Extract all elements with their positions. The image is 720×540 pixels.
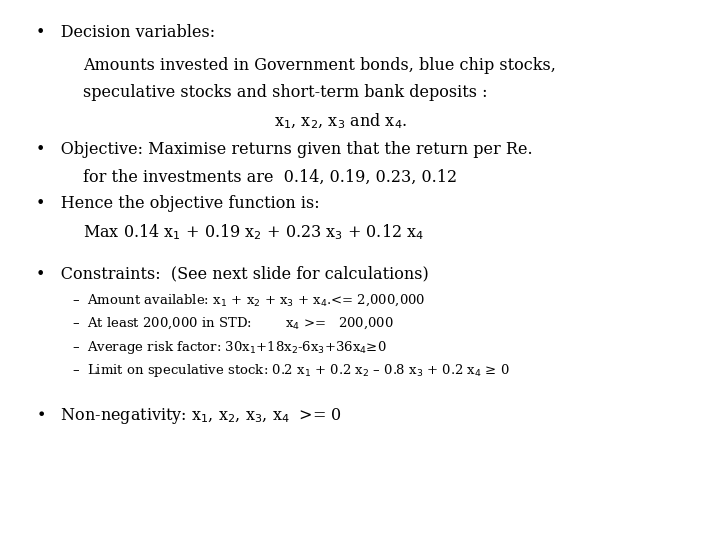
Text: •   Decision variables:: • Decision variables: <box>36 24 215 41</box>
Text: •   Non-negativity: x$_1$, x$_2$, x$_3$, x$_4$  >= 0: • Non-negativity: x$_1$, x$_2$, x$_3$, x… <box>36 406 342 426</box>
Text: Amounts invested in Government bonds, blue chip stocks,: Amounts invested in Government bonds, bl… <box>83 57 556 73</box>
Text: –  Average risk factor: 30x$_1$+18x$_2$-6x$_3$+36x$_4$≥0: – Average risk factor: 30x$_1$+18x$_2$-6… <box>72 339 387 356</box>
Text: x$_1$, x$_2$, x$_3$ and x$_4$.: x$_1$, x$_2$, x$_3$ and x$_4$. <box>274 112 407 131</box>
Text: Max 0.14 x$_1$ + 0.19 x$_2$ + 0.23 x$_3$ + 0.12 x$_4$: Max 0.14 x$_1$ + 0.19 x$_2$ + 0.23 x$_3$… <box>83 222 424 242</box>
Text: speculative stocks and short-term bank deposits :: speculative stocks and short-term bank d… <box>83 84 487 100</box>
Text: –  At least 200,000 in STD:        x$_4$ >=   200,000: – At least 200,000 in STD: x$_4$ >= 200,… <box>72 316 394 332</box>
Text: •   Constraints:  (See next slide for calculations): • Constraints: (See next slide for calcu… <box>36 266 428 282</box>
Text: –  Amount available: x$_1$ + x$_2$ + x$_3$ + x$_4$.<= 2,000,000: – Amount available: x$_1$ + x$_2$ + x$_3… <box>72 293 426 308</box>
Text: –  Limit on speculative stock: 0.2 x$_1$ + 0.2 x$_2$ – 0.8 x$_3$ + 0.2 x$_4$ ≥ 0: – Limit on speculative stock: 0.2 x$_1$ … <box>72 362 510 379</box>
Text: for the investments are  0.14, 0.19, 0.23, 0.12: for the investments are 0.14, 0.19, 0.23… <box>83 168 457 185</box>
Text: •   Hence the objective function is:: • Hence the objective function is: <box>36 195 320 212</box>
Text: •   Objective: Maximise returns given that the return per Re.: • Objective: Maximise returns given that… <box>36 141 533 158</box>
